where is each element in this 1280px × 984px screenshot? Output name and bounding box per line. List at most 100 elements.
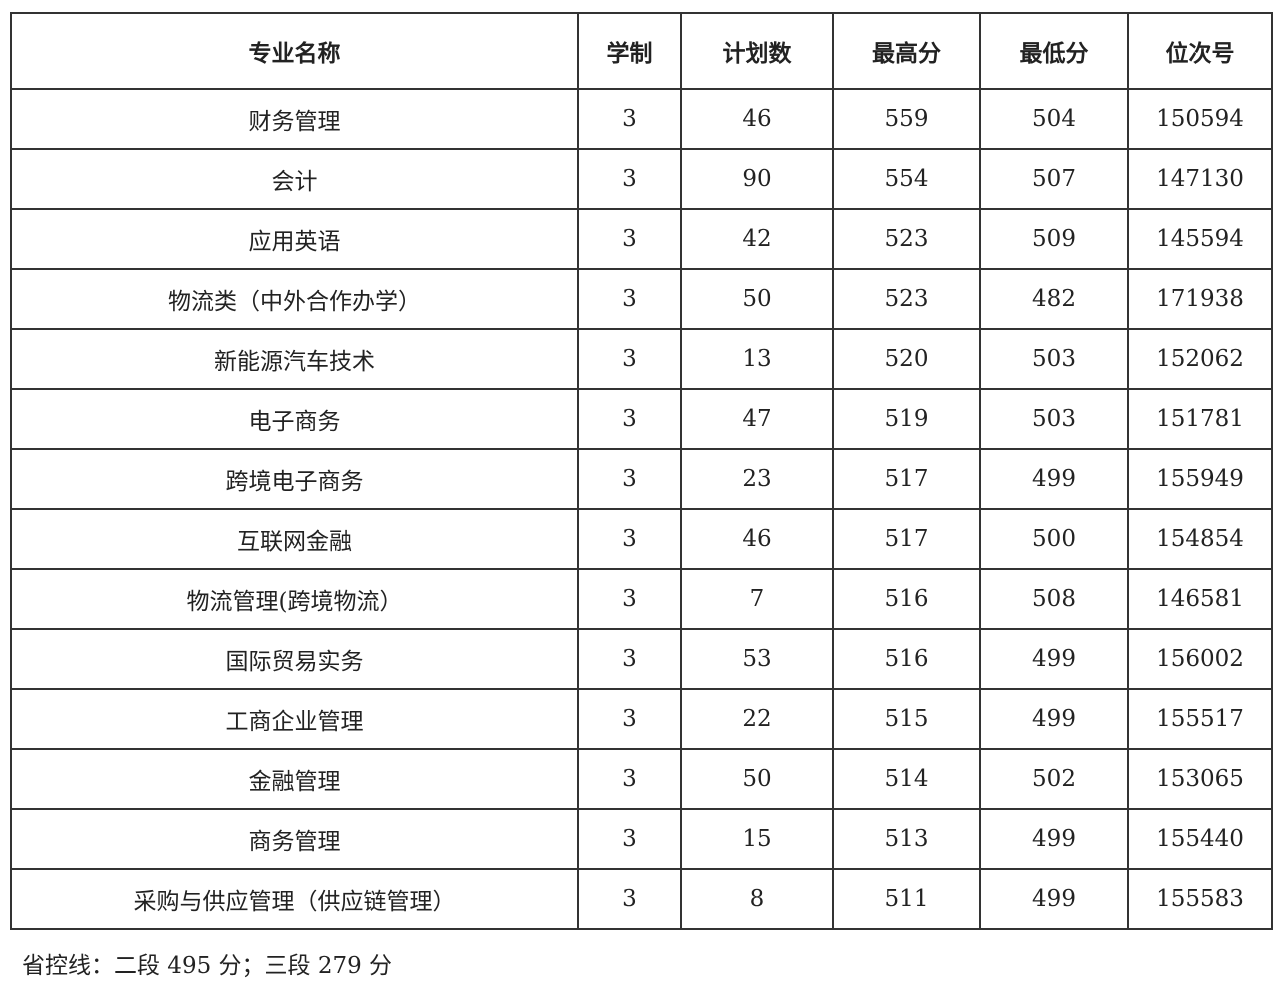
cell-max-score: 516 xyxy=(832,568,981,630)
cell-min-score: 503 xyxy=(979,328,1129,390)
cell-min-score: 509 xyxy=(979,208,1129,270)
table-row: 商务管理 3 15 513 499 155440 xyxy=(10,808,1273,870)
cell-min-score: 500 xyxy=(979,508,1129,570)
cell-major-name: 物流管理(跨境物流） xyxy=(10,568,579,630)
cell-rank: 151781 xyxy=(1127,388,1273,450)
cell-min-score: 504 xyxy=(979,88,1129,150)
cell-max-score: 515 xyxy=(832,688,981,750)
cell-plan-count: 13 xyxy=(680,328,834,390)
cell-rank: 155440 xyxy=(1127,808,1273,870)
cell-max-score: 519 xyxy=(832,388,981,450)
cell-max-score: 511 xyxy=(832,868,981,930)
cell-major-name: 应用英语 xyxy=(10,208,579,270)
table-row: 应用英语 3 42 523 509 145594 xyxy=(10,208,1273,270)
cell-max-score: 554 xyxy=(832,148,981,210)
table-row: 财务管理 3 46 559 504 150594 xyxy=(10,88,1273,150)
cell-rank: 171938 xyxy=(1127,268,1273,330)
cell-major-name: 财务管理 xyxy=(10,88,579,150)
cell-rank: 154854 xyxy=(1127,508,1273,570)
cell-rank: 146581 xyxy=(1127,568,1273,630)
cell-plan-count: 46 xyxy=(680,508,834,570)
header-plan-count: 计划数 xyxy=(680,12,834,90)
cell-max-score: 516 xyxy=(832,628,981,690)
cell-major-name: 采购与供应管理（供应链管理） xyxy=(10,868,579,930)
cell-major-name: 会计 xyxy=(10,148,579,210)
cell-rank: 155949 xyxy=(1127,448,1273,510)
table-row: 跨境电子商务 3 23 517 499 155949 xyxy=(10,448,1273,510)
table-row: 物流管理(跨境物流） 3 7 516 508 146581 xyxy=(10,568,1273,630)
cell-max-score: 513 xyxy=(832,808,981,870)
cell-plan-count: 7 xyxy=(680,568,834,630)
header-min-score: 最低分 xyxy=(979,12,1129,90)
cell-max-score: 517 xyxy=(832,508,981,570)
cell-min-score: 499 xyxy=(979,448,1129,510)
cell-major-name: 国际贸易实务 xyxy=(10,628,579,690)
table-row: 国际贸易实务 3 53 516 499 156002 xyxy=(10,628,1273,690)
header-rank: 位次号 xyxy=(1127,12,1273,90)
cell-max-score: 559 xyxy=(832,88,981,150)
cell-duration: 3 xyxy=(577,508,682,570)
cell-rank: 156002 xyxy=(1127,628,1273,690)
admission-scores-table: 专业名称 学制 计划数 最高分 最低分 位次号 财务管理 3 46 559 504 150… xyxy=(10,12,1273,930)
cell-plan-count: 50 xyxy=(680,748,834,810)
table-row: 物流类（中外合作办学） 3 50 523 482 171938 xyxy=(10,268,1273,330)
cell-major-name: 跨境电子商务 xyxy=(10,448,579,510)
table-row: 电子商务 3 47 519 503 151781 xyxy=(10,388,1273,450)
cell-min-score: 482 xyxy=(979,268,1129,330)
cell-min-score: 508 xyxy=(979,568,1129,630)
cell-duration: 3 xyxy=(577,88,682,150)
table-row: 会计 3 90 554 507 147130 xyxy=(10,148,1273,210)
cell-major-name: 工商企业管理 xyxy=(10,688,579,750)
cell-major-name: 互联网金融 xyxy=(10,508,579,570)
cell-duration: 3 xyxy=(577,568,682,630)
cell-plan-count: 42 xyxy=(680,208,834,270)
cell-duration: 3 xyxy=(577,868,682,930)
cell-rank: 155583 xyxy=(1127,868,1273,930)
header-major-name: 专业名称 xyxy=(10,12,579,90)
provincial-control-line-note: 省控线：二段 495 分；三段 279 分 xyxy=(22,953,393,979)
cell-min-score: 499 xyxy=(979,628,1129,690)
table-row: 新能源汽车技术 3 13 520 503 152062 xyxy=(10,328,1273,390)
cell-duration: 3 xyxy=(577,628,682,690)
cell-duration: 3 xyxy=(577,808,682,870)
cell-min-score: 499 xyxy=(979,808,1129,870)
cell-rank: 153065 xyxy=(1127,748,1273,810)
cell-min-score: 499 xyxy=(979,868,1129,930)
cell-min-score: 503 xyxy=(979,388,1129,450)
cell-major-name: 电子商务 xyxy=(10,388,579,450)
cell-max-score: 523 xyxy=(832,208,981,270)
cell-major-name: 新能源汽车技术 xyxy=(10,328,579,390)
cell-rank: 155517 xyxy=(1127,688,1273,750)
cell-plan-count: 47 xyxy=(680,388,834,450)
cell-major-name: 商务管理 xyxy=(10,808,579,870)
table-row: 互联网金融 3 46 517 500 154854 xyxy=(10,508,1273,570)
cell-duration: 3 xyxy=(577,148,682,210)
table-row: 工商企业管理 3 22 515 499 155517 xyxy=(10,688,1273,750)
cell-rank: 147130 xyxy=(1127,148,1273,210)
cell-plan-count: 22 xyxy=(680,688,834,750)
cell-major-name: 物流类（中外合作办学） xyxy=(10,268,579,330)
cell-rank: 152062 xyxy=(1127,328,1273,390)
cell-max-score: 514 xyxy=(832,748,981,810)
cell-plan-count: 53 xyxy=(680,628,834,690)
cell-duration: 3 xyxy=(577,328,682,390)
cell-plan-count: 15 xyxy=(680,808,834,870)
cell-rank: 145594 xyxy=(1127,208,1273,270)
table-row: 采购与供应管理（供应链管理） 3 8 511 499 155583 xyxy=(10,868,1273,930)
header-row: 专业名称 学制 计划数 最高分 最低分 位次号 xyxy=(10,12,1273,90)
cell-duration: 3 xyxy=(577,748,682,810)
cell-min-score: 507 xyxy=(979,148,1129,210)
cell-duration: 3 xyxy=(577,448,682,510)
cell-min-score: 502 xyxy=(979,748,1129,810)
cell-plan-count: 90 xyxy=(680,148,834,210)
cell-duration: 3 xyxy=(577,688,682,750)
cell-duration: 3 xyxy=(577,208,682,270)
cell-rank: 150594 xyxy=(1127,88,1273,150)
header-max-score: 最高分 xyxy=(832,12,981,90)
cell-duration: 3 xyxy=(577,268,682,330)
cell-max-score: 523 xyxy=(832,268,981,330)
cell-min-score: 499 xyxy=(979,688,1129,750)
cell-major-name: 金融管理 xyxy=(10,748,579,810)
cell-plan-count: 23 xyxy=(680,448,834,510)
header-duration: 学制 xyxy=(577,12,682,90)
